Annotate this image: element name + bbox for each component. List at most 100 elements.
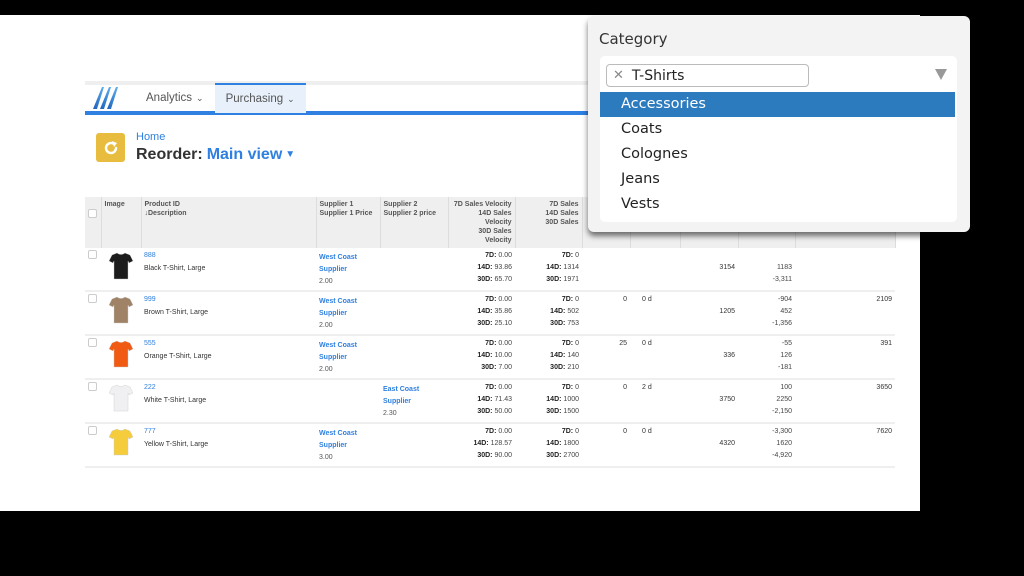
period-label: 14D: xyxy=(546,440,562,447)
table-row[interactable]: 222 White T-Shirt, Large East Coast Suppl… xyxy=(85,379,895,424)
product-description: Brown T-Shirt, Large xyxy=(144,309,209,316)
period-label: 14D: xyxy=(473,440,489,447)
product-description: White T-Shirt, Large xyxy=(144,397,207,404)
col8-cell: 25 xyxy=(582,335,630,380)
period-label: 7D: xyxy=(561,384,574,391)
col10-cell: 4320 xyxy=(680,423,738,468)
brand-logo-icon[interactable] xyxy=(93,87,119,109)
table-row[interactable]: 777 Yellow T-Shirt, Large West Coast Supp… xyxy=(85,423,895,468)
product-id-link[interactable]: 555 xyxy=(144,340,156,347)
supplier2-cell: East Coast Supplier 2.30 xyxy=(380,379,448,424)
velocity-cell: 7D: 0.00 14D: 128.57 30D: 90.00 xyxy=(448,423,515,468)
remove-tag-icon[interactable]: ✕ xyxy=(613,68,624,83)
supplier1-price: 3.00 xyxy=(319,454,333,461)
sales-cell: 7D: 0 14D: 502 30D: 753 xyxy=(515,291,582,336)
sales-cell: 7D: 0 14D: 140 30D: 210 xyxy=(515,335,582,380)
option-accessories[interactable]: Accessories xyxy=(600,92,955,117)
col11-a: -3,300 xyxy=(772,428,792,435)
select-all-header[interactable] xyxy=(85,197,102,248)
period-label: 14D: xyxy=(546,264,562,271)
dropdown-arrow-icon[interactable] xyxy=(935,69,947,80)
col11-b: 2250 xyxy=(776,396,792,403)
supplier2-link[interactable]: East Coast Supplier xyxy=(383,386,420,405)
table-row[interactable]: 888 Black T-Shirt, Large West Coast Suppl… xyxy=(85,248,895,292)
category-select[interactable]: ✕ T-Shirts Accessories Coats Colognes Je… xyxy=(600,56,957,222)
col12-cell: 3650 xyxy=(795,379,895,424)
category-label: Category xyxy=(599,30,668,48)
row-checkbox[interactable] xyxy=(88,294,97,303)
view-selector[interactable]: Main view xyxy=(206,146,283,163)
row-checkbox[interactable] xyxy=(88,382,97,391)
col11-c: -4,920 xyxy=(772,452,792,459)
header-supplier2[interactable]: Supplier 2 Supplier 2 price xyxy=(380,197,449,248)
period-label: 7D: xyxy=(561,252,574,259)
col11-cell: 1183 -3,311 xyxy=(738,248,795,292)
header-image: Image xyxy=(101,197,142,248)
select-all-checkbox[interactable] xyxy=(88,209,97,218)
col12-cell xyxy=(795,248,895,292)
nav-analytics-label: Analytics xyxy=(146,92,193,104)
supplier1-link[interactable]: West Coast Supplier xyxy=(319,430,357,449)
period-label: 7D: xyxy=(485,296,497,303)
col8-cell xyxy=(582,248,630,292)
nav-purchasing-label: Purchasing xyxy=(225,93,284,105)
col10-value: 4320 xyxy=(719,440,735,447)
header-product-id: Product ID xyxy=(144,201,180,208)
option-jeans[interactable]: Jeans xyxy=(621,171,660,187)
option-coats[interactable]: Coats xyxy=(621,121,663,137)
breadcrumb-home[interactable]: Home xyxy=(136,131,166,143)
sales30-value: 2700 xyxy=(563,452,579,459)
col10-value: 3750 xyxy=(719,396,735,403)
sales-cell: 7D: 0 14D: 1800 30D: 2700 xyxy=(515,423,582,468)
product-id-link[interactable]: 999 xyxy=(144,296,156,303)
header-product[interactable]: Product ID ↓Description xyxy=(141,197,317,248)
col9-cell: 0 d xyxy=(630,335,680,380)
period-label: 30D: xyxy=(477,276,493,283)
supplier1-link[interactable]: West Coast Supplier xyxy=(319,254,357,273)
supplier1-link[interactable]: West Coast Supplier xyxy=(319,298,357,317)
product-id-link[interactable]: 777 xyxy=(144,428,156,435)
row-checkbox[interactable] xyxy=(88,426,97,435)
row-checkbox[interactable] xyxy=(88,250,97,259)
product-id-link[interactable]: 888 xyxy=(144,252,156,259)
caret-down-icon[interactable]: ▼ xyxy=(285,149,296,160)
product-id-link[interactable]: 222 xyxy=(144,384,156,391)
supplier1-link[interactable]: West Coast Supplier xyxy=(319,342,357,361)
period-label: 7D: xyxy=(561,340,574,347)
header-sales[interactable]: 7D Sales 14D Sales 30D Sales xyxy=(515,197,583,248)
vel30-value: 50.00 xyxy=(494,408,512,415)
page-title-text: Reorder: xyxy=(136,146,203,163)
supplier1-price: 2.00 xyxy=(319,322,333,329)
header-supplier1[interactable]: Supplier 1 Supplier 1 Price xyxy=(316,197,381,248)
supplier1-price: 2.00 xyxy=(319,278,333,285)
image-cell xyxy=(101,248,141,292)
row-select-cell xyxy=(85,335,101,380)
refresh-icon xyxy=(104,140,117,154)
col8-cell: 0 xyxy=(582,291,630,336)
image-cell xyxy=(101,291,141,336)
nav-analytics[interactable]: Analytics ⌄ xyxy=(135,83,215,113)
category-selected-tag[interactable]: ✕ T-Shirts xyxy=(606,64,809,87)
tshirt-image xyxy=(109,384,133,412)
vel14-value: 128.57 xyxy=(490,440,512,447)
table-row[interactable]: 555 Orange T-Shirt, Large West Coast Supp… xyxy=(85,335,895,380)
sales7-value: 0 xyxy=(575,384,579,391)
col12-cell: 391 xyxy=(795,335,895,380)
col11-c: -2,150 xyxy=(772,408,792,415)
product-cell: 555 Orange T-Shirt, Large xyxy=(141,335,316,380)
header-velocity[interactable]: 7D Sales Velocity 14D Sales Velocity 30D S… xyxy=(448,197,516,248)
tshirt-image xyxy=(109,428,133,456)
period-label: 30D: xyxy=(550,364,566,371)
page-title: Reorder: Main view ▼ xyxy=(136,146,295,164)
option-vests[interactable]: Vests xyxy=(621,196,660,212)
col11-c: -1,356 xyxy=(772,320,792,327)
nav-purchasing[interactable]: Purchasing ⌄ xyxy=(214,83,306,113)
table-row[interactable]: 999 Brown T-Shirt, Large West Coast Suppl… xyxy=(85,291,895,336)
col11-c: -3,311 xyxy=(772,276,792,283)
period-label: 14D: xyxy=(477,264,493,271)
row-checkbox[interactable] xyxy=(88,338,97,347)
sales7-value: 0 xyxy=(575,296,579,303)
option-colognes[interactable]: Colognes xyxy=(621,146,688,162)
sales30-value: 210 xyxy=(567,364,579,371)
